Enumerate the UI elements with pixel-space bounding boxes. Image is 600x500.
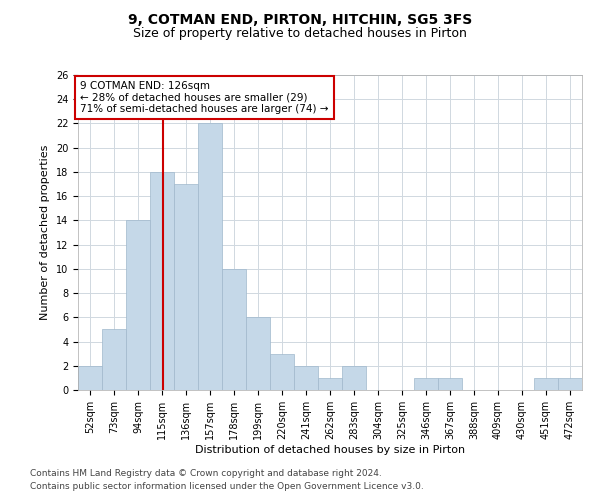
Bar xyxy=(198,124,222,390)
Bar xyxy=(126,220,150,390)
Bar xyxy=(150,172,174,390)
Text: Contains public sector information licensed under the Open Government Licence v3: Contains public sector information licen… xyxy=(30,482,424,491)
Text: Size of property relative to detached houses in Pirton: Size of property relative to detached ho… xyxy=(133,28,467,40)
Text: 9, COTMAN END, PIRTON, HITCHIN, SG5 3FS: 9, COTMAN END, PIRTON, HITCHIN, SG5 3FS xyxy=(128,12,472,26)
Bar xyxy=(318,378,342,390)
Bar xyxy=(294,366,318,390)
Bar xyxy=(78,366,102,390)
Bar xyxy=(558,378,582,390)
Text: Contains HM Land Registry data © Crown copyright and database right 2024.: Contains HM Land Registry data © Crown c… xyxy=(30,468,382,477)
Text: 9 COTMAN END: 126sqm
← 28% of detached houses are smaller (29)
71% of semi-detac: 9 COTMAN END: 126sqm ← 28% of detached h… xyxy=(80,81,329,114)
Bar xyxy=(174,184,198,390)
Bar xyxy=(534,378,558,390)
Bar xyxy=(246,318,270,390)
X-axis label: Distribution of detached houses by size in Pirton: Distribution of detached houses by size … xyxy=(195,444,465,454)
Bar xyxy=(438,378,462,390)
Bar xyxy=(270,354,294,390)
Bar xyxy=(414,378,438,390)
Bar xyxy=(102,330,126,390)
Bar xyxy=(222,269,246,390)
Bar xyxy=(342,366,366,390)
Y-axis label: Number of detached properties: Number of detached properties xyxy=(40,145,50,320)
